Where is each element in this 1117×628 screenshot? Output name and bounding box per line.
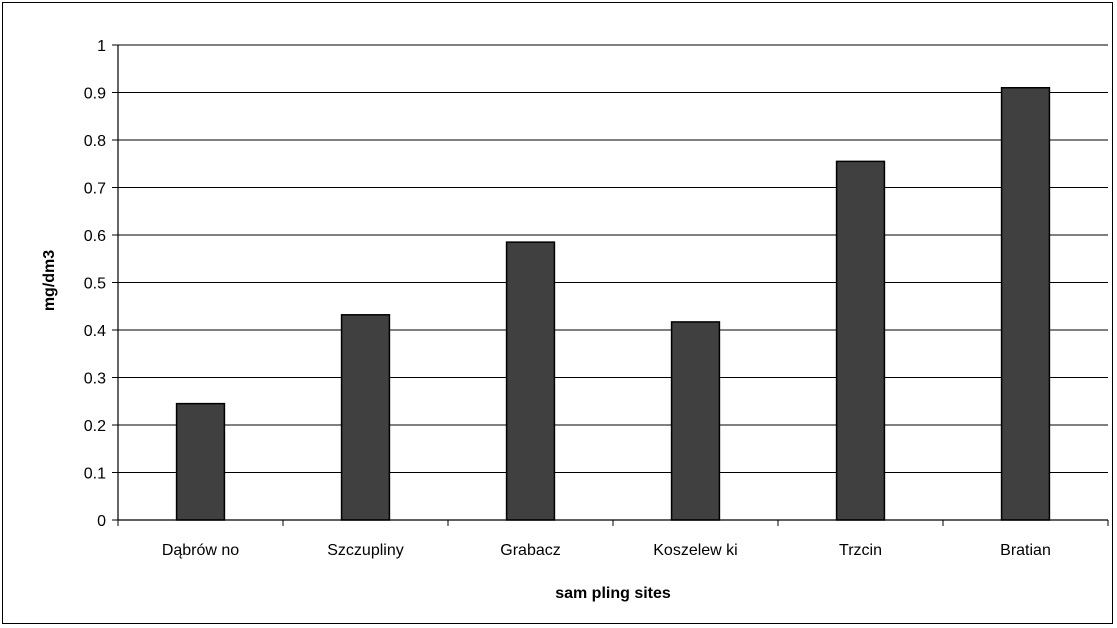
bar <box>340 314 391 521</box>
y-tick-label: 0.3 <box>84 371 106 388</box>
axes <box>112 44 1109 526</box>
y-tick-label: 0.4 <box>84 323 106 340</box>
bar <box>670 321 721 521</box>
y-axis-title: mg/dm3 <box>41 250 58 311</box>
y-tick-label: 0.7 <box>84 181 106 198</box>
y-tick-label: 0.5 <box>84 276 106 293</box>
x-tick-label: Szczupliny <box>327 542 403 559</box>
x-axis-title: sam pling sites <box>555 585 671 602</box>
y-tick-label: 0.8 <box>84 133 106 150</box>
gridlines <box>118 44 1108 473</box>
y-tick-label: 0.9 <box>84 86 106 103</box>
y-tick-label: 1 <box>97 38 106 55</box>
x-tick-label: Trzcin <box>839 542 882 559</box>
y-tick-label: 0.2 <box>84 418 106 435</box>
bars <box>175 87 1051 521</box>
bar <box>505 241 556 521</box>
y-tick-label: 0 <box>97 513 106 530</box>
x-tick-label: Koszelew ki <box>653 542 737 559</box>
x-tick-label: Bratian <box>1000 542 1051 559</box>
y-tick-label: 0.1 <box>84 466 106 483</box>
bar <box>175 402 226 521</box>
bar <box>1000 87 1051 521</box>
x-tick-label: Grabacz <box>500 542 560 559</box>
tick-labels: 0 0.1 0.2 0.3 0.4 0.5 0.6 0.7 0.8 0.9 1 Dąbrów no Sz… <box>84 38 1051 559</box>
x-tick-label: Dąbrów no <box>162 542 239 559</box>
bar <box>835 160 886 521</box>
y-tick-label: 0.6 <box>84 228 106 245</box>
